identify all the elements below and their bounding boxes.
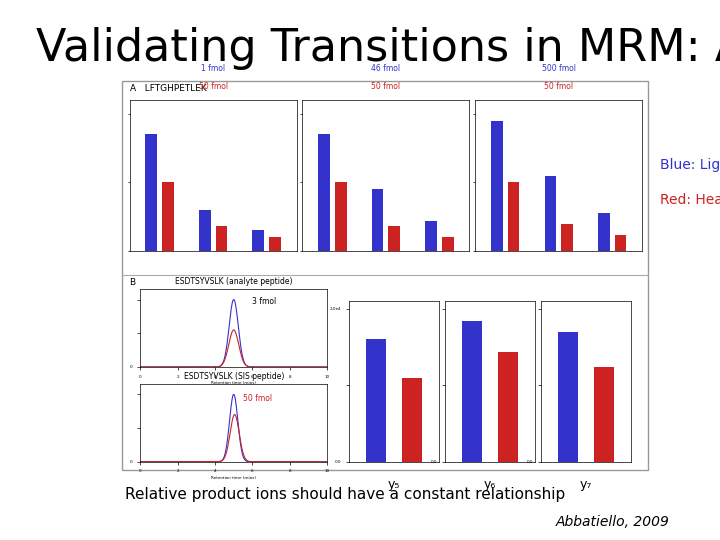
Bar [388,226,400,251]
Bar [402,377,422,462]
Text: Abbatiello, 2009: Abbatiello, 2009 [556,515,670,529]
Bar [199,210,211,251]
Text: y₆: y₆ [484,478,496,491]
Text: y₇: y₇ [580,478,593,491]
Bar [498,352,518,462]
Bar [145,134,157,251]
Bar [366,339,386,462]
Bar [508,183,519,251]
Text: 50 fmol: 50 fmol [372,82,400,91]
Text: 500 fmol: 500 fmol [541,64,576,73]
Text: ESDTSYVSLK (analyte peptide): ESDTSYVSLK (analyte peptide) [175,278,292,286]
Bar [162,183,174,251]
Text: y₅: y₅ [387,478,400,491]
Bar [558,332,578,462]
Text: 50 fmol: 50 fmol [243,394,272,402]
Bar [318,134,330,251]
Bar [372,189,384,251]
Bar [442,238,454,251]
Text: B: B [130,278,136,287]
Bar [491,120,503,251]
Text: A   LFTGHPETLEK: A LFTGHPETLEK [130,84,207,93]
Text: 3 fmol: 3 fmol [253,297,276,306]
Text: 1 fmol: 1 fmol [201,64,225,73]
Text: ESDTSYVSLK (SIS peptide): ESDTSYVSLK (SIS peptide) [184,372,284,381]
Text: 46 fmol: 46 fmol [372,64,400,73]
Text: Relative product ions should have a constant relationship: Relative product ions should have a cons… [125,487,566,502]
Bar [615,234,626,251]
Bar [598,213,610,251]
Text: Blue: Light: Blue: Light [660,158,720,172]
Text: Validating Transitions in MRM: AuDIT: Validating Transitions in MRM: AuDIT [36,27,720,70]
Bar [269,238,281,251]
Text: Red: Heavy: Red: Heavy [660,193,720,207]
Bar [253,231,264,251]
Bar [544,176,557,251]
Bar [426,221,437,251]
X-axis label: Retention time (mins): Retention time (mins) [211,476,256,480]
Text: 50 fmol: 50 fmol [199,82,228,91]
Bar [595,367,614,462]
Bar [462,321,482,462]
FancyBboxPatch shape [122,81,648,470]
Bar [335,183,346,251]
Bar [215,226,228,251]
X-axis label: Retention time (mins): Retention time (mins) [211,381,256,386]
Bar [561,224,573,251]
Text: 50 fmol: 50 fmol [544,82,573,91]
